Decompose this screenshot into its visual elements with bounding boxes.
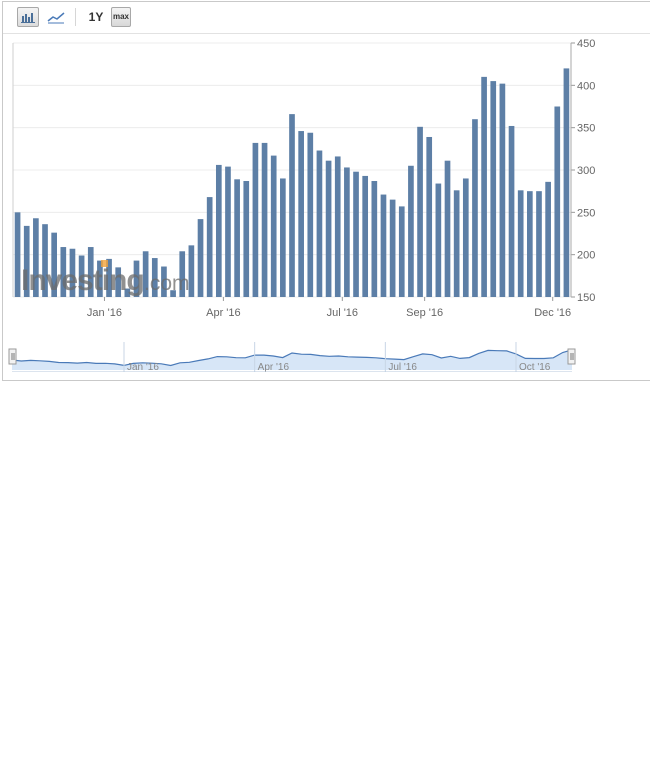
watermark-logo: Investing .com [21, 260, 190, 297]
bar [398, 206, 405, 297]
bar [78, 255, 85, 297]
bar [170, 290, 176, 297]
bar [462, 178, 469, 297]
bar [188, 245, 195, 297]
toolbar-separator [75, 8, 76, 26]
bar [197, 219, 204, 297]
bar [151, 258, 158, 297]
navigator-right-handle[interactable] [567, 348, 576, 365]
x-axis: Jan '16 Apr '16 Jul '16 Sep '16 Dec '16 [87, 297, 571, 319]
bar [435, 183, 442, 297]
bar [316, 150, 323, 297]
bar [481, 76, 487, 297]
navigator-left-handle[interactable] [8, 348, 17, 365]
bar [353, 171, 359, 297]
bar [206, 197, 213, 297]
bar [545, 181, 551, 297]
navigator-label: Jul '16 [388, 362, 417, 372]
bar [234, 179, 240, 297]
bar [60, 247, 67, 297]
bar-chart-icon[interactable] [17, 7, 39, 27]
bar [334, 156, 341, 297]
bar [142, 251, 149, 297]
bar [408, 165, 414, 297]
bar [97, 260, 103, 297]
x-tick-label: Apr '16 [206, 307, 241, 319]
x-tick-label: Jul '16 [327, 307, 358, 319]
bar [289, 114, 295, 298]
x-tick-label: Dec '16 [534, 307, 571, 319]
bar [472, 119, 478, 297]
bar [14, 212, 21, 297]
bar [161, 266, 167, 297]
bar [225, 166, 231, 297]
bar [106, 258, 112, 297]
bar [490, 81, 497, 297]
bar [87, 247, 94, 297]
bar [51, 232, 57, 297]
bar [444, 160, 451, 297]
bar [307, 132, 314, 297]
bar [417, 126, 423, 297]
bar [280, 178, 286, 297]
bar [270, 155, 277, 297]
svg-text:.com: .com [144, 272, 190, 295]
y-tick-label: 150 [577, 292, 595, 304]
y-axis: 150 200 250 300 350 400 450 [570, 38, 595, 304]
bar [389, 199, 396, 297]
bar [517, 190, 524, 297]
bar [554, 106, 561, 297]
bar [252, 142, 259, 297]
bar [124, 288, 131, 297]
bar [527, 191, 533, 297]
bar [133, 260, 140, 297]
y-tick-label: 300 [577, 165, 595, 177]
bars [14, 68, 570, 298]
bar [261, 142, 268, 297]
y-tick-label: 400 [577, 80, 595, 92]
svg-text:Investing: Investing [21, 264, 144, 297]
x-tick-label: Jan '16 [87, 307, 122, 319]
bar [344, 167, 350, 297]
y-tick-label: 350 [577, 123, 595, 135]
y-tick-label: 450 [577, 38, 595, 50]
bar [23, 225, 30, 297]
bar [298, 131, 304, 297]
range-max-button[interactable]: max [111, 7, 131, 27]
chart-toolbar: 1Y max [3, 2, 650, 34]
bar [371, 181, 378, 297]
navigator-label: Jan '16 [127, 362, 159, 372]
navigator-line [11, 349, 573, 367]
navigator-labels: Jan '16 Apr '16 Jul '16 Oct '16 [123, 342, 551, 372]
bar [536, 191, 542, 297]
navigator-label: Oct '16 [519, 362, 551, 372]
y-tick-label: 200 [577, 250, 595, 262]
bar [42, 224, 48, 297]
x-tick-label: Sep '16 [406, 307, 443, 319]
bar [115, 267, 122, 297]
bar [325, 160, 332, 297]
bar [453, 190, 460, 297]
navigator-label: Apr '16 [258, 362, 290, 372]
chart-widget: 1Y max Investing .com 150 200 250 300 350 400… [2, 1, 650, 381]
bar [33, 218, 39, 297]
bar [179, 251, 186, 297]
range-navigator[interactable]: Jan '16 Apr '16 Jul '16 Oct '16 [3, 328, 649, 372]
range-1y-button[interactable]: 1Y [88, 10, 104, 24]
bar [362, 175, 369, 297]
bar [243, 181, 250, 297]
bar [426, 136, 433, 297]
bar [69, 248, 76, 297]
bar [508, 125, 515, 298]
bar [563, 68, 570, 298]
bar [380, 194, 387, 297]
line-chart-icon[interactable] [45, 7, 67, 27]
bar-chart: Investing .com 150 200 250 300 350 400 450 Jan… [12, 38, 595, 319]
bar [499, 83, 506, 297]
bar [215, 164, 222, 297]
y-tick-label: 250 [577, 207, 595, 219]
